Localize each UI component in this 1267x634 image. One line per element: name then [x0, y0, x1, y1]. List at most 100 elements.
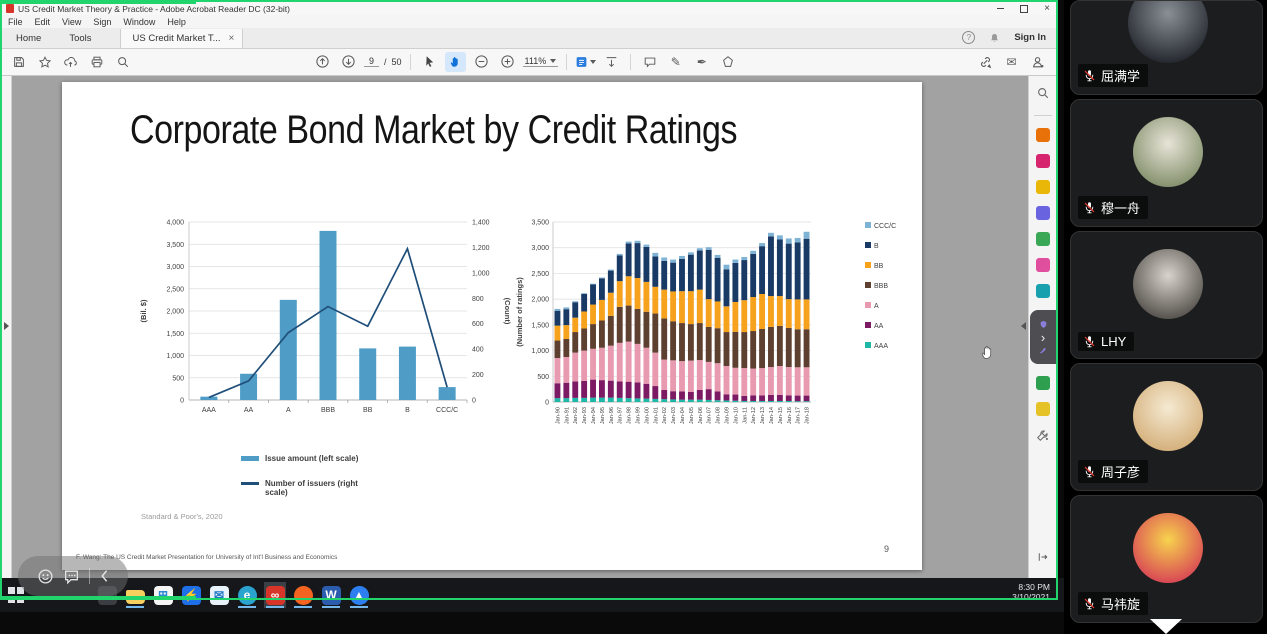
svg-text:Jan-03: Jan-03 — [671, 407, 677, 424]
svg-text:1,400: 1,400 — [472, 220, 490, 227]
expand-pane-icon[interactable] — [1036, 550, 1050, 568]
create-pdf-tool-icon[interactable] — [1035, 154, 1050, 168]
participant-name: 周子彦 — [1101, 465, 1141, 480]
menu-help[interactable]: Help — [167, 16, 186, 27]
menu-sign[interactable]: Sign — [93, 16, 112, 27]
profile-icon[interactable] — [1027, 52, 1048, 72]
participant-name: LHY — [1101, 334, 1127, 349]
tencent-meeting-taskbar-icon[interactable]: ▲ — [348, 582, 370, 608]
page-total: 50 — [391, 56, 402, 67]
window-titlebar[interactable]: US Credit Market Theory & Practice - Ado… — [2, 2, 1056, 15]
sign-in-button[interactable]: Sign In — [1014, 32, 1046, 43]
svg-text:2,500: 2,500 — [531, 271, 549, 278]
svg-text:Jan-09: Jan-09 — [724, 407, 730, 424]
mail-taskbar-icon[interactable]: ✉ — [208, 582, 230, 608]
main-toolbar: 9 / 50 111% ✎ ✒ — [2, 49, 1056, 76]
more-tools-icon[interactable] — [1036, 428, 1050, 447]
taskbar-clock[interactable]: 8:30 PM 3/10/2021 — [976, 582, 1050, 602]
menu-view[interactable]: View — [62, 16, 82, 27]
restore-icon[interactable] — [1020, 4, 1029, 13]
send-for-review-tool-icon[interactable] — [1035, 402, 1050, 416]
edge-taskbar-icon[interactable]: e — [236, 582, 258, 608]
hand-tool-icon[interactable] — [444, 51, 466, 72]
thunder-taskbar-icon[interactable]: ⚡ — [180, 582, 202, 608]
tab-home[interactable]: Home — [16, 32, 42, 44]
svg-text:Jan-17: Jan-17 — [796, 407, 802, 424]
navigation-pane-collapsed[interactable] — [2, 76, 12, 578]
acrobat-reader-taskbar-icon[interactable]: ∞ — [264, 582, 286, 608]
print-button[interactable] — [86, 52, 107, 72]
svg-text:BBB: BBB — [321, 407, 335, 414]
svg-text:0: 0 — [545, 400, 549, 407]
previous-page-button[interactable] — [312, 52, 333, 72]
expand-nav-pane-icon[interactable] — [4, 322, 9, 330]
menu-window[interactable]: Window — [123, 16, 156, 27]
notifications-bell-icon[interactable] — [989, 32, 1000, 44]
file-explorer-taskbar-icon[interactable] — [124, 582, 146, 608]
svg-text:Jan-13: Jan-13 — [760, 407, 766, 424]
menu-edit[interactable]: Edit — [34, 16, 51, 27]
star-button[interactable] — [34, 52, 55, 72]
comment-tool-icon[interactable] — [639, 52, 660, 72]
svg-text:3,500: 3,500 — [166, 242, 184, 249]
cloud-upload-button[interactable] — [60, 52, 81, 72]
scroll-more-participants-icon[interactable] — [1150, 619, 1182, 634]
collapse-tools-pane-icon[interactable] — [1021, 322, 1026, 330]
close-icon[interactable]: × — [1044, 2, 1050, 14]
organize-pages-tool-icon[interactable] — [1035, 232, 1050, 246]
meeting-floating-bar[interactable] — [18, 556, 128, 596]
svg-text:1,000: 1,000 — [166, 353, 184, 360]
participant-tile[interactable]: LHY — [1070, 231, 1263, 359]
fit-width-button[interactable] — [601, 52, 622, 72]
stamp-tool-icon[interactable] — [717, 52, 738, 72]
tab-document[interactable]: US Credit Market T... × — [119, 28, 244, 48]
svg-text:Jan-92: Jan-92 — [573, 407, 579, 424]
chat-icon[interactable] — [63, 568, 80, 585]
svg-text:200: 200 — [472, 372, 484, 379]
participant-tile[interactable]: 屈满学 — [1070, 0, 1263, 95]
zoom-level-select[interactable]: 111% — [522, 56, 559, 67]
slide-footer: F. Wang: The US Credit Market Presentati… — [76, 554, 338, 561]
start-button[interactable] — [8, 587, 24, 603]
edit-pdf-tool-icon[interactable] — [1035, 284, 1050, 298]
protect-tool-icon[interactable] — [1039, 320, 1048, 329]
collapse-bar-icon[interactable] — [99, 569, 109, 583]
word-taskbar-icon[interactable]: W — [320, 582, 342, 608]
participant-tile[interactable]: 穆一舟 — [1070, 99, 1263, 227]
minimize-icon[interactable] — [997, 8, 1005, 9]
svg-text:Jan-12: Jan-12 — [751, 407, 757, 424]
share-link-icon[interactable] — [975, 52, 996, 72]
select-tool-icon[interactable] — [419, 52, 440, 72]
tab-tools[interactable]: Tools — [69, 32, 92, 44]
export-pdf-tool-icon[interactable] — [1035, 128, 1050, 142]
participant-tile[interactable]: 周子彦 — [1070, 363, 1263, 491]
email-icon[interactable]: ✉ — [1006, 54, 1017, 69]
combine-files-tool-icon[interactable] — [1035, 206, 1050, 220]
firefox-taskbar-icon[interactable] — [292, 582, 314, 608]
print-production-tool-icon[interactable] — [1035, 376, 1050, 390]
signature-tool-icon[interactable]: ✒ — [696, 54, 707, 69]
participant-tile[interactable]: 马祎旋 — [1070, 495, 1263, 623]
next-page-button[interactable] — [338, 52, 359, 72]
microsoft-store-taskbar-icon[interactable]: ⊞ — [152, 582, 174, 608]
save-button[interactable] — [8, 52, 29, 72]
page-view-button[interactable] — [575, 52, 597, 72]
zoom-out-button[interactable] — [471, 52, 492, 72]
certificates-tool-icon[interactable] — [1038, 346, 1048, 355]
tab-close-icon[interactable]: × — [228, 32, 235, 44]
reactions-smiley-icon[interactable] — [37, 568, 54, 585]
zoom-in-button[interactable] — [497, 52, 518, 72]
search-icon[interactable] — [112, 52, 133, 72]
page-number-input[interactable]: 9 — [364, 56, 380, 67]
svg-text:Jan-06: Jan-06 — [698, 407, 704, 424]
comment-tool-icon[interactable] — [1035, 180, 1050, 194]
menu-file[interactable]: File — [8, 16, 23, 27]
document-canvas[interactable]: Corporate Bond Market by Credit Ratings … — [12, 76, 1028, 578]
help-icon[interactable]: ? — [962, 31, 976, 44]
fill-sign-tool-icon[interactable] — [1035, 258, 1050, 272]
svg-text:AAA: AAA — [202, 407, 216, 414]
svg-text:400: 400 — [472, 347, 484, 354]
search-tool-icon[interactable] — [1036, 86, 1050, 105]
hide-tools-pane-button[interactable]: › — [1030, 310, 1056, 364]
pencil-tool-icon[interactable]: ✎ — [670, 54, 681, 69]
